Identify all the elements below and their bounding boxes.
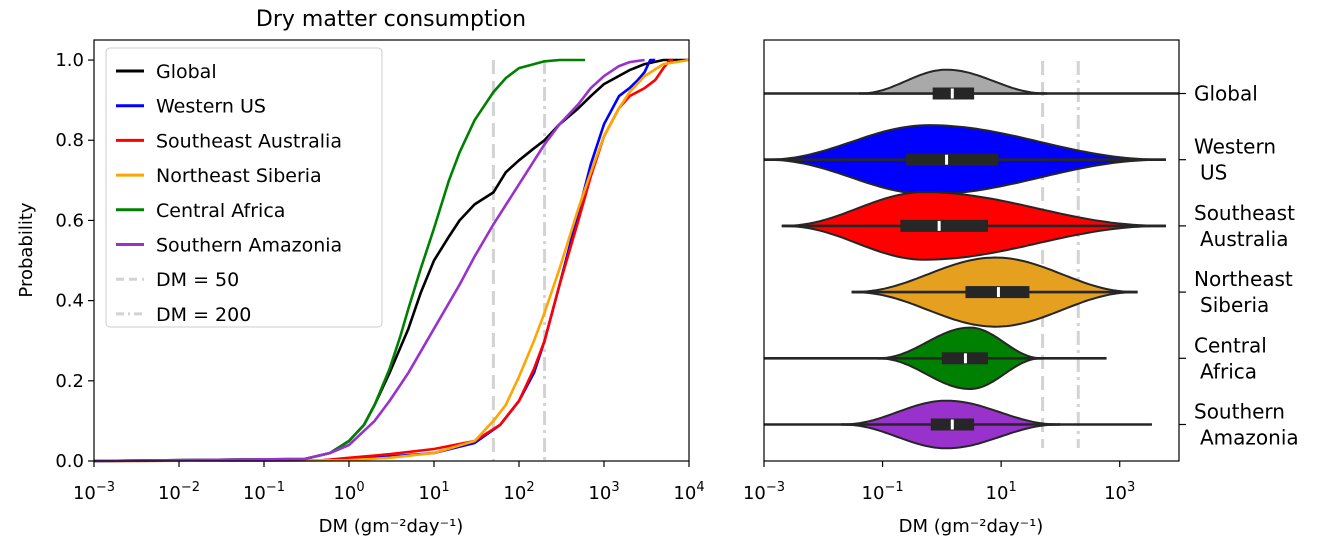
violin-chart: 10−3 10−1 101 103 GlobalWesternUSSoutheastA…	[743, 39, 1299, 537]
category-label: Western	[1194, 135, 1276, 159]
y-axis-ticks: 0.0 0.2 0.4 0.6 0.8 1.0	[55, 50, 94, 472]
category-label: Southeast	[1194, 201, 1295, 225]
x-tick-label: 10−3	[743, 480, 785, 504]
reference-lines	[491, 60, 547, 461]
category-label: Siberia	[1200, 293, 1269, 317]
y-tick-label: 0.6	[55, 210, 84, 231]
violin-group	[781, 191, 1166, 261]
x-tick-label: 100	[333, 480, 364, 504]
chart-title: Dry matter consumption	[256, 7, 526, 32]
legend-frame	[105, 47, 383, 328]
legend-label: Southeast Australia	[156, 130, 342, 152]
legend-label: DM = 200	[156, 304, 251, 326]
series-lines	[93, 58, 690, 463]
x-axis-label: DM (gm⁻²day⁻¹)	[899, 516, 1044, 537]
series-line	[93, 58, 674, 463]
legend-label: DM = 50	[156, 269, 239, 291]
x-axis-label: DM (gm⁻²day⁻¹)	[319, 516, 464, 537]
violin-group	[764, 399, 1152, 450]
legend-label: Western US	[156, 96, 266, 118]
reference-lines	[1041, 61, 1080, 448]
violin-iqr-box	[900, 219, 988, 232]
category-label: Amazonia	[1200, 426, 1299, 450]
legend-label: Northeast Siberia	[156, 165, 322, 187]
legend-label: Global	[156, 61, 217, 83]
y-tick-label: 1.0	[55, 50, 84, 71]
x-tick-label: 102	[503, 480, 534, 504]
y-axis-label: Probability	[16, 202, 37, 297]
category-label: Africa	[1200, 359, 1257, 383]
x-tick-label: 10−2	[158, 480, 200, 504]
x-tick-label: 104	[673, 480, 704, 504]
y-tick-label: 0.2	[55, 371, 84, 392]
legend-label: Southern Amazonia	[156, 235, 342, 257]
violin-group	[851, 256, 1138, 328]
x-tick-label: 10−1	[862, 480, 904, 504]
x-tick-label: 10−1	[243, 480, 285, 504]
x-tick-label: 103	[1104, 480, 1135, 504]
category-label: US	[1200, 161, 1227, 185]
category-label: Southern	[1194, 400, 1285, 424]
x-tick-label: 10−3	[73, 480, 115, 504]
legend-label: Central Africa	[156, 200, 285, 222]
violin-group	[763, 124, 1166, 196]
y-tick-label: 0.4	[55, 291, 84, 312]
x-tick-label: 103	[588, 480, 619, 504]
cdf-chart: Dry matter consumption 10−3 10−2 10−1 100 10…	[16, 7, 705, 537]
x-tick-label: 101	[418, 480, 449, 504]
category-label: Central	[1194, 333, 1267, 357]
plot-frame	[763, 39, 1180, 462]
category-label: Global	[1194, 82, 1258, 106]
y-tick-label: 0.0	[55, 451, 84, 472]
plot-frame	[93, 39, 690, 462]
violin-iqr-box	[906, 153, 999, 166]
legend: Global Western US Southeast Australia North…	[105, 47, 383, 328]
series-line	[93, 58, 645, 463]
category-label: Australia	[1200, 227, 1288, 251]
category-label: Northeast	[1194, 267, 1293, 291]
x-tick-label: 101	[986, 480, 1017, 504]
series-line	[93, 58, 586, 463]
violins	[763, 68, 1179, 450]
violin-body	[859, 68, 1045, 95]
y-tick-label: 0.8	[55, 130, 84, 151]
violin-group	[764, 68, 1179, 100]
x-axis-ticks: 10−3 10−1 101 103	[743, 461, 1135, 504]
series-line	[93, 58, 690, 463]
violin-group	[764, 326, 1107, 390]
x-axis-ticks: 10−3 10−2 10−1 100 101 102 103 104	[73, 461, 705, 504]
